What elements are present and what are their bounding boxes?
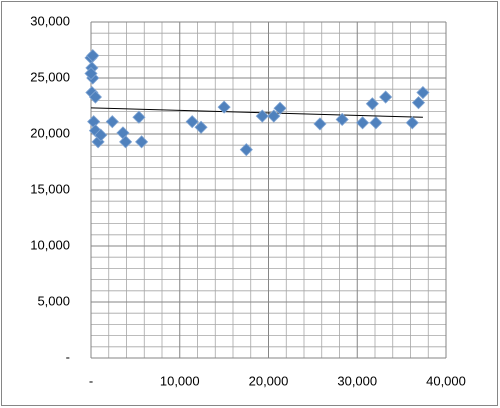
x-tick-label: 20,000 bbox=[249, 373, 289, 388]
point bbox=[255, 109, 269, 123]
point bbox=[365, 97, 379, 111]
point bbox=[267, 109, 281, 123]
point bbox=[411, 96, 426, 110]
point bbox=[94, 128, 108, 142]
point bbox=[84, 66, 98, 81]
trendline bbox=[90, 107, 423, 118]
point bbox=[313, 117, 327, 131]
point bbox=[135, 135, 149, 149]
point bbox=[405, 116, 419, 130]
point bbox=[185, 115, 199, 129]
y-tick-label: 30,000 bbox=[30, 13, 70, 28]
point bbox=[119, 135, 133, 149]
point bbox=[88, 124, 103, 138]
point bbox=[273, 101, 287, 115]
x-tick-label: 40,000 bbox=[426, 373, 466, 388]
x-tick-label: - bbox=[89, 373, 93, 388]
point bbox=[369, 116, 383, 130]
y-tick-label: 15,000 bbox=[30, 181, 70, 196]
point bbox=[88, 90, 103, 104]
point bbox=[194, 120, 208, 134]
plot bbox=[84, 49, 430, 157]
x-tick-label: 10,000 bbox=[160, 373, 200, 388]
point bbox=[416, 85, 430, 100]
point bbox=[86, 49, 100, 63]
x-tick-label: 30,000 bbox=[337, 373, 377, 388]
y-tick-label: 25,000 bbox=[30, 69, 70, 84]
point bbox=[105, 115, 119, 129]
y-tick-label: 5,000 bbox=[37, 293, 70, 308]
point bbox=[335, 112, 349, 127]
y-tick-label: 20,000 bbox=[30, 125, 70, 140]
point bbox=[356, 116, 370, 130]
y-tick-label: - bbox=[66, 349, 70, 364]
grid bbox=[90, 21, 447, 359]
point bbox=[239, 143, 253, 157]
y-tick-label: 10,000 bbox=[30, 237, 70, 252]
point bbox=[217, 100, 231, 114]
point bbox=[132, 110, 146, 124]
point bbox=[379, 90, 393, 104]
